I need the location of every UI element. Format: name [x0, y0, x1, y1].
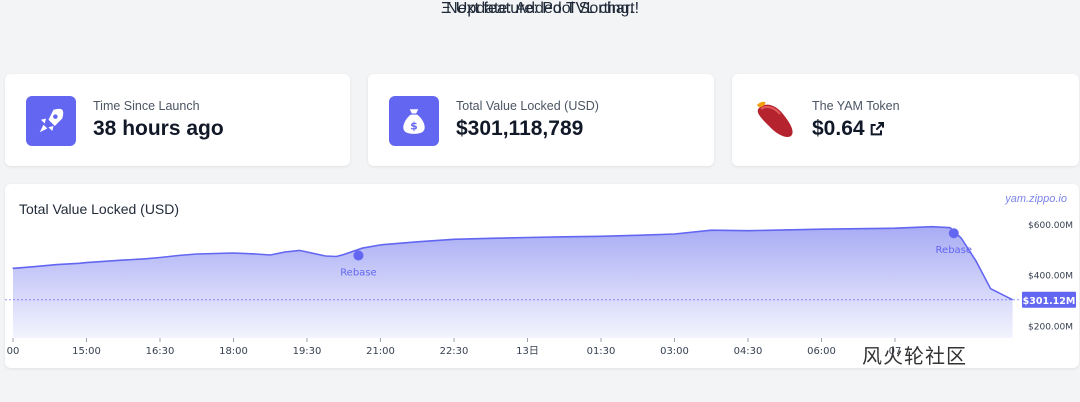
rebase-marker: [948, 228, 959, 239]
source-link[interactable]: yam.zippo.io: [1005, 193, 1067, 205]
external-link-icon[interactable]: [869, 121, 885, 137]
rebase-label: Rebase: [936, 245, 973, 256]
x-tick-label: 18:00: [219, 346, 248, 357]
x-tick-label: 07: [889, 346, 902, 357]
yam-price-value[interactable]: $0.64: [812, 117, 865, 140]
x-tick-label: 21:00: [366, 346, 395, 357]
footer-watermark: 风火轮社区: [862, 344, 967, 368]
current-value-badge: [1022, 291, 1076, 308]
yam-token-card: The YAM Token $0.64: [732, 74, 1079, 166]
next-feature-note: Next feature: Pool Sorting.: [446, 0, 634, 17]
card-label: Time Since Launch: [93, 99, 200, 113]
y-tick-label: $200.00M: [1028, 322, 1073, 332]
time-since-launch-card: Time Since Launch 38 hours ago: [5, 74, 350, 166]
rebase-marker: [353, 250, 364, 261]
x-tick-label: 16:30: [146, 346, 175, 357]
svg-text:$: $: [410, 120, 417, 133]
money-bag-icon: $: [389, 96, 439, 146]
x-tick-label: 03:00: [660, 346, 689, 357]
card-label: The YAM Token: [812, 99, 900, 113]
update-announcement: Ξ Update: Added TVL chart!: [440, 0, 640, 17]
current-value-label: $301.12M: [1023, 296, 1076, 307]
x-tick-label: 00: [7, 346, 20, 357]
y-tick-label: $400.00M: [1028, 272, 1073, 282]
x-tick-label: 13日: [516, 346, 539, 357]
tvl-chart-card: Total Value Locked (USD) yam.zippo.io Re…: [5, 184, 1079, 368]
x-tick-label: 01:30: [587, 346, 616, 357]
tvl-chart[interactable]: Rebase Rebase 00 15:00 16:30 18:00 19:30 21:00 2…: [5, 184, 1079, 368]
rebase-label: Rebase: [340, 268, 377, 279]
x-tick-label: 15:00: [72, 346, 101, 357]
card-value: 38 hours ago: [93, 117, 224, 140]
yam-icon: [757, 101, 793, 137]
y-tick-label: $600.00M: [1028, 221, 1073, 231]
x-tick-label: 06:00: [807, 346, 836, 357]
x-tick-label: 22:30: [440, 346, 469, 357]
card-label: Total Value Locked (USD): [456, 99, 599, 113]
yam-price-link[interactable]: $0.64: [812, 117, 885, 141]
total-value-locked-card: $ Total Value Locked (USD) $301,118,789: [368, 74, 714, 166]
tvl-line: [12, 225, 1013, 301]
x-tick-label: 04:30: [734, 346, 763, 357]
x-tick-label: 19:30: [293, 346, 322, 357]
tvl-area: [13, 226, 1013, 338]
chart-title: Total Value Locked (USD): [19, 201, 180, 217]
rocket-icon: [26, 96, 76, 146]
card-value: $301,118,789: [456, 117, 584, 140]
